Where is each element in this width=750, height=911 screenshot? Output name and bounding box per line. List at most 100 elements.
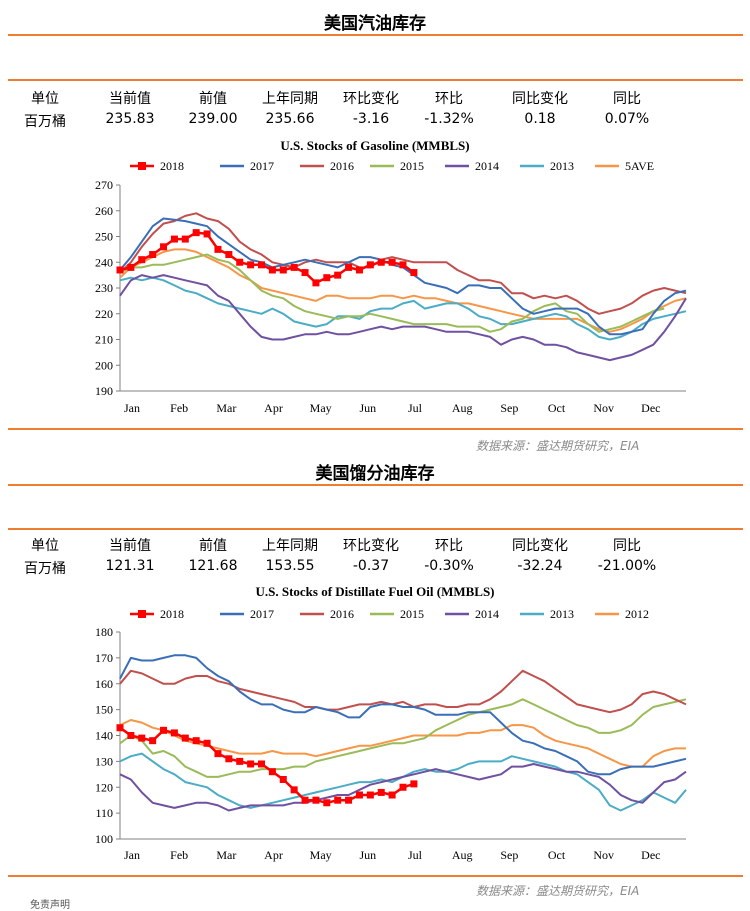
data-point: [268, 266, 276, 274]
series-line: [119, 669, 687, 714]
data-point: [290, 263, 298, 271]
legend-label: 2017: [250, 607, 274, 621]
header-last-year: 上年同期: [262, 91, 318, 107]
y-tick-label: 270: [95, 178, 113, 192]
value-wow-change: -3.16: [352, 111, 390, 127]
y-tick-label: 130: [95, 754, 113, 768]
data-point: [301, 796, 309, 804]
value-yoy-pct: 0.07%: [604, 111, 650, 127]
x-tick-label: Sep: [500, 848, 518, 862]
data-point: [399, 783, 407, 791]
legend-label: 2018: [160, 607, 184, 621]
data-point: [138, 256, 146, 264]
series-line: [119, 276, 687, 341]
data-point: [377, 788, 385, 796]
data-point: [116, 724, 124, 732]
data-point: [355, 791, 363, 799]
series-line: [119, 719, 686, 768]
x-tick-label: Dec: [641, 401, 660, 415]
legend-label: 2016: [330, 159, 354, 173]
footer-note: 免责声明: [30, 900, 70, 911]
data-point: [225, 755, 233, 763]
header-wow-pct: 环比: [435, 538, 463, 554]
data-point: [279, 775, 287, 783]
data-point: [203, 739, 211, 747]
legend-label: 2014: [475, 607, 499, 621]
data-point: [312, 279, 320, 287]
gasoline-chart: U.S. Stocks of Gasoline (MMBLS) 2018 2017 2…: [95, 138, 687, 415]
data-point: [127, 732, 135, 739]
data-point: [410, 269, 418, 277]
header-yoy-change: 同比变化: [512, 91, 568, 107]
distillate-chart: U.S. Stocks of Distillate Fuel Oil (MMBL…: [95, 584, 687, 862]
gasoline-panel: 美国汽油库存 单位 当前值 前值 上年同期 环比变化 环比 同比变化 同比 百万…: [0, 0, 750, 453]
data-point: [323, 274, 331, 282]
chart-bottom-divider: [8, 428, 743, 430]
x-tick-label: Jun: [359, 848, 376, 862]
y-tick-label: 230: [95, 281, 113, 295]
x-tick-label: Feb: [170, 401, 188, 415]
data-point: [247, 261, 255, 269]
value-unit: 百万桶: [24, 114, 66, 130]
data-point: [377, 258, 385, 266]
x-tick-label: Oct: [548, 401, 566, 415]
legend-label: 2016: [330, 607, 354, 621]
data-point: [258, 261, 265, 269]
legend-label: 2015: [400, 159, 424, 173]
x-tick-label: Dec: [641, 848, 660, 862]
data-point: [345, 796, 353, 804]
data-point: [170, 235, 178, 243]
x-tick-label: Feb: [170, 848, 188, 862]
value-previous: 121.68: [188, 558, 238, 574]
data-point: [247, 760, 255, 768]
series-line: [119, 654, 687, 776]
data-point: [181, 235, 189, 243]
x-tick-label: Apr: [264, 401, 283, 415]
value-previous: 239.00: [188, 111, 238, 127]
header-yoy-pct: 同比: [613, 91, 641, 107]
x-tick-label: Jul: [408, 401, 423, 415]
data-point: [225, 251, 233, 259]
table-top-divider: [8, 528, 743, 530]
legend-label: 2018: [160, 159, 184, 173]
data-point: [192, 229, 200, 237]
data-point: [214, 245, 222, 253]
data-point: [301, 269, 309, 277]
data-point: [127, 263, 135, 271]
header-wow-pct: 环比: [435, 91, 463, 107]
header-unit: 单位: [31, 538, 59, 554]
data-point: [290, 786, 298, 794]
x-tick-label: Jan: [124, 848, 140, 862]
y-tick-label: 160: [95, 677, 113, 691]
data-point: [312, 796, 320, 804]
header-current: 当前值: [109, 538, 151, 554]
data-point: [388, 791, 396, 799]
series-line: [119, 698, 687, 778]
distillate-panel: 美国馏分油库存 单位 当前值 前值 上年同期 环比变化 环比 同比变化 同比 百…: [0, 450, 750, 907]
data-point: [149, 251, 157, 259]
x-tick-label: Aug: [452, 848, 473, 862]
legend-label: 5AVE: [625, 159, 654, 173]
series-line: [119, 274, 687, 362]
legend-label: 2013: [550, 607, 574, 621]
header-wow-change: 环比变化: [343, 91, 399, 107]
x-tick-label: Apr: [264, 848, 283, 862]
series-line: [119, 253, 665, 333]
value-wow-pct: -1.32%: [424, 111, 474, 127]
y-tick-label: 210: [95, 333, 113, 347]
y-tick-label: 120: [95, 780, 113, 794]
value-wow-pct: -0.30%: [424, 558, 474, 574]
series-line: [119, 763, 687, 812]
value-last-year: 235.66: [265, 111, 315, 127]
title-divider: [8, 34, 743, 36]
legend-marker: [138, 610, 146, 618]
legend-label: 2013: [550, 159, 574, 173]
header-current: 当前值: [109, 91, 151, 107]
source-note: 数据来源：盛达期货研究，EIA: [476, 884, 640, 898]
data-point: [149, 737, 157, 745]
y-tick-label: 110: [95, 806, 113, 820]
header-yoy-change: 同比变化: [512, 538, 568, 554]
x-tick-label: May: [310, 401, 332, 415]
stats-header-row: 单位 当前值 前值 上年同期 环比变化 环比 同比变化 同比: [0, 88, 750, 108]
data-point: [345, 263, 353, 271]
